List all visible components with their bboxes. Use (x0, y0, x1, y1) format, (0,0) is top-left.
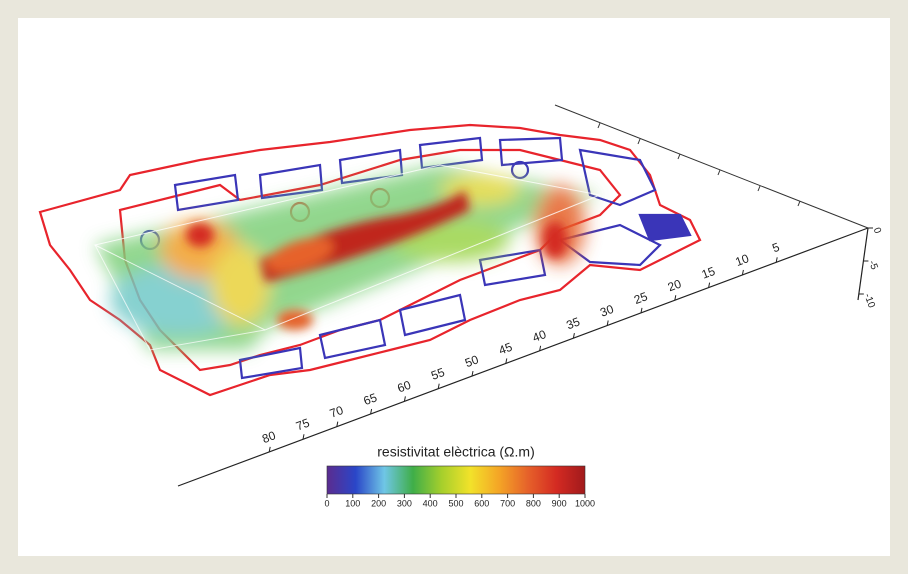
length-tick-label: 80 (260, 428, 278, 446)
depth-axis-line (857, 227, 869, 301)
length-tick-label: 5 (770, 240, 781, 256)
length-tick (741, 269, 744, 276)
depth-tick-label: 0 (871, 226, 883, 235)
colorbar-tick-label: 700 (500, 498, 515, 508)
length-tick-label: 60 (395, 378, 413, 396)
colorbar-tick-label: 800 (526, 498, 541, 508)
length-tick (403, 396, 406, 402)
length-tick (606, 320, 609, 326)
depth-tick-label: -5 (866, 259, 880, 272)
length-tick (370, 408, 373, 415)
colorbar-tick-label: 200 (371, 498, 386, 508)
length-tick (268, 446, 271, 452)
length-tick (539, 345, 542, 351)
length-tick (708, 282, 711, 288)
length-tick-label: 65 (362, 390, 380, 408)
length-tick-label: 40 (531, 327, 549, 345)
colorbar (326, 465, 586, 495)
length-tick-label: 10 (733, 251, 751, 269)
colorbar-tick-label: 0 (324, 498, 329, 508)
colorbar-tick-label: 100 (345, 498, 360, 508)
length-tick (505, 358, 508, 364)
depth-tick-label: -10 (862, 292, 877, 310)
length-tick (572, 333, 575, 339)
length-tick (775, 257, 778, 263)
colorbar-tick-label: 300 (397, 498, 412, 508)
length-tick-label: 35 (564, 314, 582, 332)
top-axis (554, 104, 869, 229)
length-tick-label: 75 (294, 415, 312, 433)
length-tick-label: 55 (429, 365, 447, 383)
colorbar-tick-label: 900 (552, 498, 567, 508)
colorbar-tick-label: 500 (448, 498, 463, 508)
colorbar-title: resistivitat elèctrica (Ω.m) (377, 444, 535, 460)
length-tick (640, 307, 643, 313)
colorbar-ticks: 0 100 200 300 400 500 600 700 800 900 1000 (324, 494, 595, 508)
colorbar-tick-label: 600 (474, 498, 489, 508)
length-tick-label: 20 (666, 276, 684, 294)
length-axis-line (177, 227, 869, 487)
length-tick-label: 30 (598, 302, 616, 320)
length-tick (674, 295, 677, 301)
length-tick-label: 50 (463, 352, 481, 370)
length-tick (471, 370, 474, 377)
length-tick-label: 15 (700, 264, 718, 282)
length-tick-label: 70 (328, 403, 346, 421)
length-tick (437, 383, 440, 389)
resistivity-volume (93, 164, 602, 351)
length-tick-label: 45 (497, 340, 515, 358)
colorbar-tick-label: 400 (423, 498, 438, 508)
length-tick-label: 25 (632, 289, 650, 307)
length-tick (336, 421, 339, 427)
length-tick (302, 434, 305, 440)
colorbar-tick-label: 1000 (575, 498, 595, 508)
